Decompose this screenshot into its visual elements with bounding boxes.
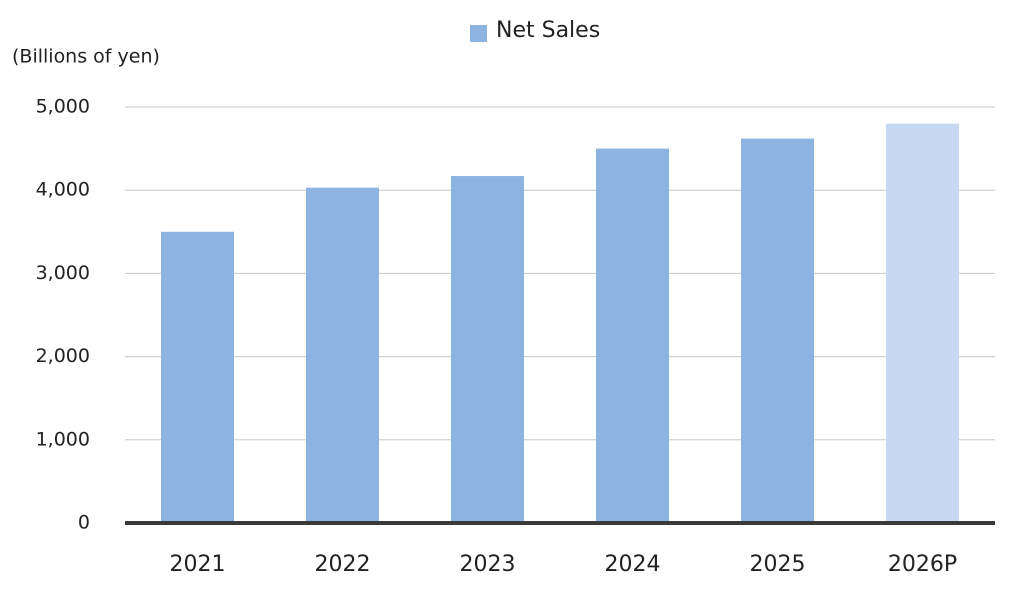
x-tick-label: 2024 bbox=[605, 552, 661, 577]
bar bbox=[741, 138, 814, 523]
legend-swatch bbox=[470, 25, 487, 42]
bar bbox=[306, 187, 379, 524]
x-tick-label: 2026P bbox=[888, 552, 957, 577]
legend-label: Net Sales bbox=[496, 18, 600, 43]
y-tick-label: 5,000 bbox=[36, 96, 90, 118]
bar bbox=[886, 123, 959, 523]
bar bbox=[596, 148, 669, 523]
y-axis-label: (Billions of yen) bbox=[12, 46, 160, 68]
y-tick-label: 3,000 bbox=[36, 262, 90, 284]
x-tick-label: 2021 bbox=[170, 552, 226, 577]
y-tick-label: 4,000 bbox=[36, 179, 90, 201]
y-tick-label: 2,000 bbox=[36, 345, 90, 367]
bar bbox=[161, 231, 234, 524]
x-tick-label: 2025 bbox=[750, 552, 806, 577]
x-tick-label: 2023 bbox=[460, 552, 516, 577]
bar bbox=[451, 176, 524, 523]
y-tick-label: 0 bbox=[78, 512, 90, 534]
x-tick-label: 2022 bbox=[315, 552, 371, 577]
y-tick-label: 1,000 bbox=[36, 428, 90, 450]
